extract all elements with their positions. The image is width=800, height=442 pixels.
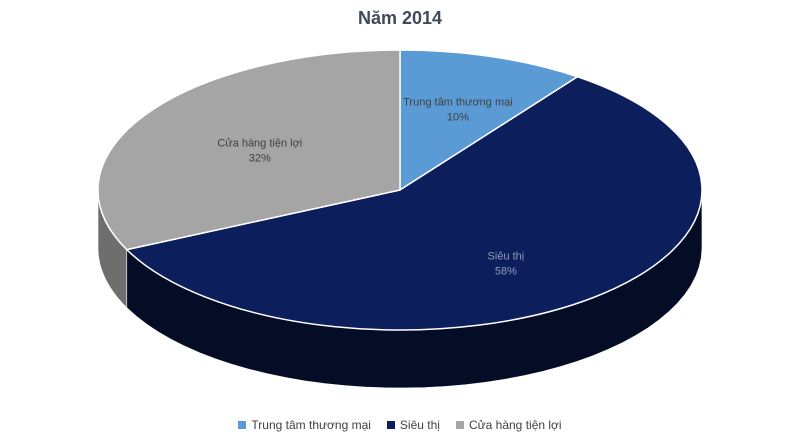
- data-label-sieu-thi: Siêu thị 58%: [488, 250, 525, 277]
- legend: Trung tâm thương mại Siêu thị Cửa hàng t…: [0, 418, 800, 432]
- pie-slice-sieu-thi: [125, 75, 703, 331]
- data-label-name: Siêu thị: [488, 250, 525, 262]
- legend-item-sieu-thi: Siêu thị: [386, 418, 440, 432]
- data-label-trung-tam-thuong-mai: Trung tâm thương mại 10%: [403, 96, 513, 123]
- legend-item-trung-tam-thuong-mai: Trung tâm thương mại: [238, 418, 371, 432]
- data-label-name: Cửa hàng tiện lợi: [217, 138, 302, 150]
- pie-slice-cua-hang-tien-loi: [97, 49, 401, 251]
- data-label-name: Trung tâm thương mại: [403, 96, 513, 108]
- data-label-percent: 10%: [447, 111, 469, 123]
- pie-slice-trung-tam-thuong-mai: [399, 49, 580, 192]
- legend-label: Cửa hàng tiện lợi: [468, 418, 562, 432]
- legend-swatch: [455, 421, 464, 429]
- chart-title: Năm 2014: [357, 8, 443, 28]
- legend-swatch: [386, 421, 395, 429]
- data-label-cua-hang-tien-loi: Cửa hàng tiện lợi 32%: [217, 138, 302, 165]
- legend-label: Trung tâm thương mại: [251, 418, 371, 432]
- legend-swatch: [238, 421, 247, 429]
- pie-data-labels: Trung tâm thương mại 10% Siêu thị 58% Cửa hà…: [217, 96, 524, 277]
- legend-label: Siêu thị: [399, 418, 440, 432]
- pie-top: [97, 49, 703, 331]
- legend-item-cua-hang-tien-loi: Cửa hàng tiện lợi: [455, 418, 562, 432]
- data-label-percent: 58%: [495, 265, 517, 277]
- data-label-percent: 32%: [249, 153, 271, 165]
